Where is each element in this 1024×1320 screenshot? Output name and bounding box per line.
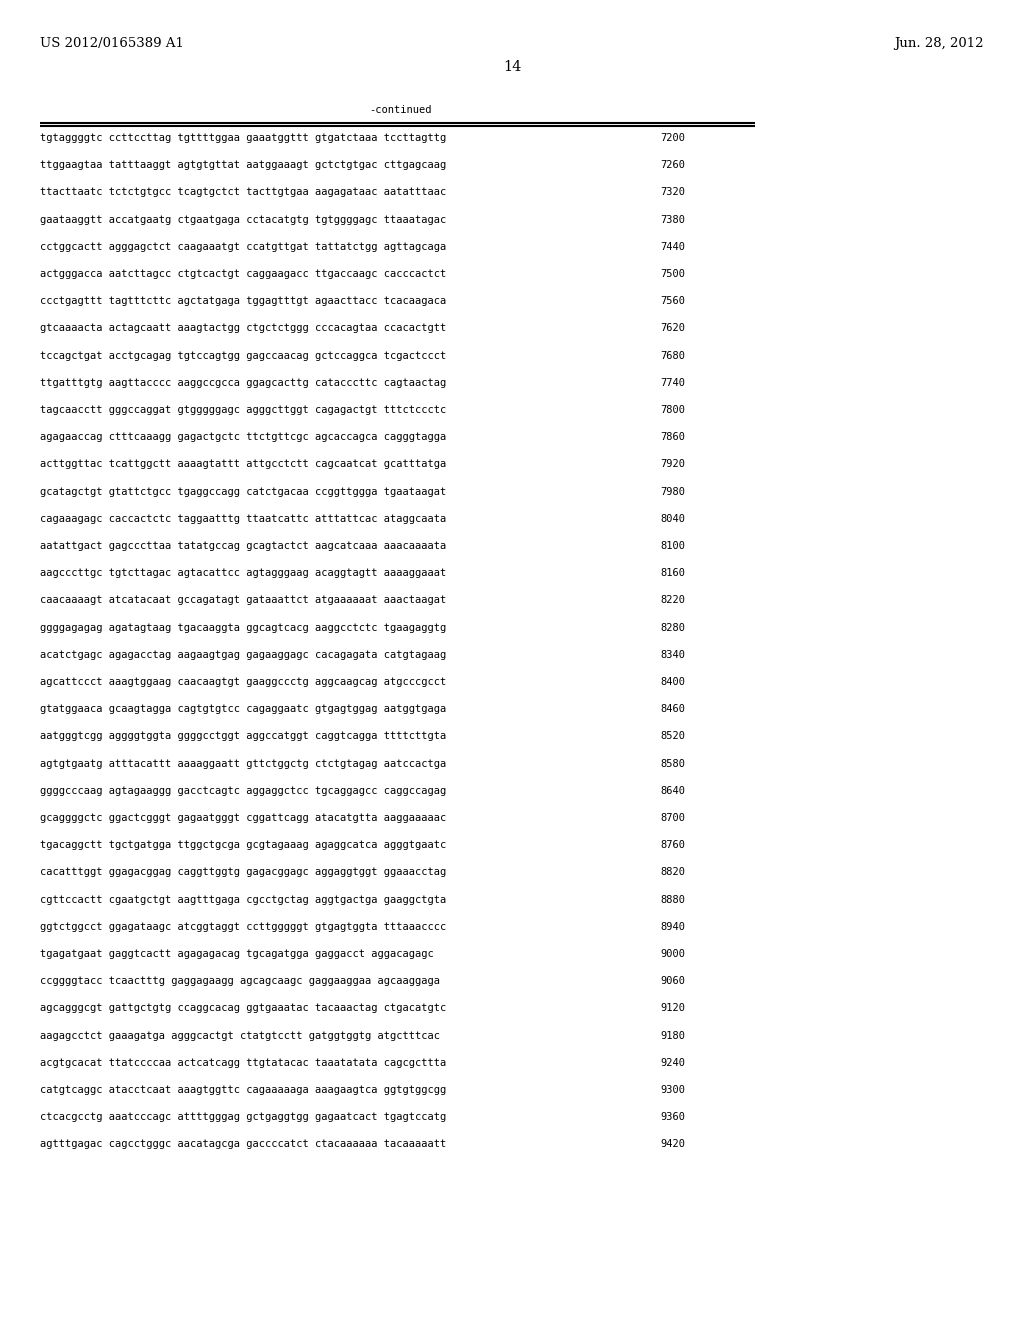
Text: ttacttaatc tctctgtgcc tcagtgctct tacttgtgaa aagagataac aatatttaac: ttacttaatc tctctgtgcc tcagtgctct tacttgt… bbox=[40, 187, 446, 198]
Text: agtttgagac cagcctgggc aacatagcga gaccccatct ctacaaaaaa tacaaaaatt: agtttgagac cagcctgggc aacatagcga gacccca… bbox=[40, 1139, 446, 1150]
Text: 14: 14 bbox=[503, 59, 521, 74]
Text: 8040: 8040 bbox=[660, 513, 685, 524]
Text: 8640: 8640 bbox=[660, 785, 685, 796]
Text: tccagctgat acctgcagag tgtccagtgg gagccaacag gctccaggca tcgactccct: tccagctgat acctgcagag tgtccagtgg gagccaa… bbox=[40, 351, 446, 360]
Text: acgtgcacat ttatccccaa actcatcagg ttgtatacac taaatatata cagcgcttta: acgtgcacat ttatccccaa actcatcagg ttgtata… bbox=[40, 1057, 446, 1068]
Text: 9120: 9120 bbox=[660, 1003, 685, 1014]
Text: 7860: 7860 bbox=[660, 432, 685, 442]
Text: 7440: 7440 bbox=[660, 242, 685, 252]
Text: US 2012/0165389 A1: US 2012/0165389 A1 bbox=[40, 37, 184, 50]
Text: 8220: 8220 bbox=[660, 595, 685, 606]
Text: cagaaagagc caccactctc taggaatttg ttaatcattc atttattcac ataggcaata: cagaaagagc caccactctc taggaatttg ttaatca… bbox=[40, 513, 446, 524]
Text: ttgatttgtg aagttacccc aaggccgcca ggagcacttg catacccttc cagtaactag: ttgatttgtg aagttacccc aaggccgcca ggagcac… bbox=[40, 378, 446, 388]
Text: 8100: 8100 bbox=[660, 541, 685, 550]
Text: 7740: 7740 bbox=[660, 378, 685, 388]
Text: 9060: 9060 bbox=[660, 977, 685, 986]
Text: 7500: 7500 bbox=[660, 269, 685, 279]
Text: 9180: 9180 bbox=[660, 1031, 685, 1040]
Text: 8400: 8400 bbox=[660, 677, 685, 686]
Text: aagagcctct gaaagatga agggcactgt ctatgtcctt gatggtggtg atgctttcac: aagagcctct gaaagatga agggcactgt ctatgtcc… bbox=[40, 1031, 440, 1040]
Text: cacatttggt ggagacggag caggttggtg gagacggagc aggaggtggt ggaaacctag: cacatttggt ggagacggag caggttggtg gagacgg… bbox=[40, 867, 446, 878]
Text: 8760: 8760 bbox=[660, 841, 685, 850]
Text: aatattgact gagcccttaa tatatgccag gcagtactct aagcatcaaa aaacaaaata: aatattgact gagcccttaa tatatgccag gcagtac… bbox=[40, 541, 446, 550]
Text: 8340: 8340 bbox=[660, 649, 685, 660]
Text: 9360: 9360 bbox=[660, 1113, 685, 1122]
Text: 7980: 7980 bbox=[660, 487, 685, 496]
Text: Jun. 28, 2012: Jun. 28, 2012 bbox=[895, 37, 984, 50]
Text: 8580: 8580 bbox=[660, 759, 685, 768]
Text: 7380: 7380 bbox=[660, 215, 685, 224]
Text: 8460: 8460 bbox=[660, 704, 685, 714]
Text: 8880: 8880 bbox=[660, 895, 685, 904]
Text: 8700: 8700 bbox=[660, 813, 685, 822]
Text: gcatagctgt gtattctgcc tgaggccagg catctgacaa ccggttggga tgaataagat: gcatagctgt gtattctgcc tgaggccagg catctga… bbox=[40, 487, 446, 496]
Text: cgttccactt cgaatgctgt aagtttgaga cgcctgctag aggtgactga gaaggctgta: cgttccactt cgaatgctgt aagtttgaga cgcctgc… bbox=[40, 895, 446, 904]
Text: 7680: 7680 bbox=[660, 351, 685, 360]
Text: aatgggtcgg aggggtggta ggggcctggt aggccatggt caggtcagga ttttcttgta: aatgggtcgg aggggtggta ggggcctggt aggccat… bbox=[40, 731, 446, 742]
Text: tagcaacctt gggccaggat gtgggggagc agggcttggt cagagactgt tttctccctc: tagcaacctt gggccaggat gtgggggagc agggctt… bbox=[40, 405, 446, 414]
Text: 7260: 7260 bbox=[660, 160, 685, 170]
Text: gtatggaaca gcaagtagga cagtgtgtcc cagaggaatc gtgagtggag aatggtgaga: gtatggaaca gcaagtagga cagtgtgtcc cagagga… bbox=[40, 704, 446, 714]
Text: catgtcaggc atacctcaat aaagtggttc cagaaaaaga aaagaagtca ggtgtggcgg: catgtcaggc atacctcaat aaagtggttc cagaaaa… bbox=[40, 1085, 446, 1096]
Text: tgtaggggtc ccttccttag tgttttggaa gaaatggttt gtgatctaaa tccttagttg: tgtaggggtc ccttccttag tgttttggaa gaaatgg… bbox=[40, 133, 446, 143]
Text: 8820: 8820 bbox=[660, 867, 685, 878]
Text: acttggttac tcattggctt aaaagtattt attgcctctt cagcaatcat gcatttatga: acttggttac tcattggctt aaaagtattt attgcct… bbox=[40, 459, 446, 470]
Text: -continued: -continued bbox=[369, 106, 431, 115]
Text: 9240: 9240 bbox=[660, 1057, 685, 1068]
Text: gtcaaaacta actagcaatt aaagtactgg ctgctctggg cccacagtaa ccacactgtt: gtcaaaacta actagcaatt aaagtactgg ctgctct… bbox=[40, 323, 446, 334]
Text: 7920: 7920 bbox=[660, 459, 685, 470]
Text: 7620: 7620 bbox=[660, 323, 685, 334]
Text: gcaggggctc ggactcgggt gagaatgggt cggattcagg atacatgtta aaggaaaaac: gcaggggctc ggactcgggt gagaatgggt cggattc… bbox=[40, 813, 446, 822]
Text: 9000: 9000 bbox=[660, 949, 685, 960]
Text: agagaaccag ctttcaaagg gagactgctc ttctgttcgc agcaccagca cagggtagga: agagaaccag ctttcaaagg gagactgctc ttctgtt… bbox=[40, 432, 446, 442]
Text: 8940: 8940 bbox=[660, 921, 685, 932]
Text: gaataaggtt accatgaatg ctgaatgaga cctacatgtg tgtggggagc ttaaatagac: gaataaggtt accatgaatg ctgaatgaga cctacat… bbox=[40, 215, 446, 224]
Text: agtgtgaatg atttacattt aaaaggaatt gttctggctg ctctgtagag aatccactga: agtgtgaatg atttacattt aaaaggaatt gttctgg… bbox=[40, 759, 446, 768]
Text: 7560: 7560 bbox=[660, 296, 685, 306]
Text: tgagatgaat gaggtcactt agagagacag tgcagatgga gaggacct aggacagagc: tgagatgaat gaggtcactt agagagacag tgcagat… bbox=[40, 949, 434, 960]
Text: ccggggtacc tcaactttg gaggagaagg agcagcaagc gaggaaggaa agcaaggaga: ccggggtacc tcaactttg gaggagaagg agcagcaa… bbox=[40, 977, 440, 986]
Text: ggggcccaag agtagaaggg gacctcagtc aggaggctcc tgcaggagcc caggccagag: ggggcccaag agtagaaggg gacctcagtc aggaggc… bbox=[40, 785, 446, 796]
Text: aagcccttgc tgtcttagac agtacattcc agtagggaag acaggtagtt aaaaggaaat: aagcccttgc tgtcttagac agtacattcc agtaggg… bbox=[40, 568, 446, 578]
Text: cctggcactt agggagctct caagaaatgt ccatgttgat tattatctgg agttagcaga: cctggcactt agggagctct caagaaatgt ccatgtt… bbox=[40, 242, 446, 252]
Text: 8160: 8160 bbox=[660, 568, 685, 578]
Text: ggggagagag agatagtaag tgacaaggta ggcagtcacg aaggcctctc tgaagaggtg: ggggagagag agatagtaag tgacaaggta ggcagtc… bbox=[40, 623, 446, 632]
Text: ggtctggcct ggagataagc atcggtaggt ccttgggggt gtgagtggta tttaaacccc: ggtctggcct ggagataagc atcggtaggt ccttggg… bbox=[40, 921, 446, 932]
Text: 7320: 7320 bbox=[660, 187, 685, 198]
Text: ctcacgcctg aaatcccagc attttgggag gctgaggtgg gagaatcact tgagtccatg: ctcacgcctg aaatcccagc attttgggag gctgagg… bbox=[40, 1113, 446, 1122]
Text: agcattccct aaagtggaag caacaagtgt gaaggccctg aggcaagcag atgcccgcct: agcattccct aaagtggaag caacaagtgt gaaggcc… bbox=[40, 677, 446, 686]
Text: 8520: 8520 bbox=[660, 731, 685, 742]
Text: 9420: 9420 bbox=[660, 1139, 685, 1150]
Text: acatctgagc agagacctag aagaagtgag gagaaggagc cacagagata catgtagaag: acatctgagc agagacctag aagaagtgag gagaagg… bbox=[40, 649, 446, 660]
Text: 7800: 7800 bbox=[660, 405, 685, 414]
Text: 8280: 8280 bbox=[660, 623, 685, 632]
Text: ttggaagtaa tatttaaggt agtgtgttat aatggaaagt gctctgtgac cttgagcaag: ttggaagtaa tatttaaggt agtgtgttat aatggaa… bbox=[40, 160, 446, 170]
Text: agcagggcgt gattgctgtg ccaggcacag ggtgaaatac tacaaactag ctgacatgtc: agcagggcgt gattgctgtg ccaggcacag ggtgaaa… bbox=[40, 1003, 446, 1014]
Text: actgggacca aatcttagcc ctgtcactgt caggaagacc ttgaccaagc cacccactct: actgggacca aatcttagcc ctgtcactgt caggaag… bbox=[40, 269, 446, 279]
Text: caacaaaagt atcatacaat gccagatagt gataaattct atgaaaaaat aaactaagat: caacaaaagt atcatacaat gccagatagt gataaat… bbox=[40, 595, 446, 606]
Text: tgacaggctt tgctgatgga ttggctgcga gcgtagaaag agaggcatca agggtgaatc: tgacaggctt tgctgatgga ttggctgcga gcgtaga… bbox=[40, 841, 446, 850]
Text: 9300: 9300 bbox=[660, 1085, 685, 1096]
Text: ccctgagttt tagtttcttc agctatgaga tggagtttgt agaacttacc tcacaagaca: ccctgagttt tagtttcttc agctatgaga tggagtt… bbox=[40, 296, 446, 306]
Text: 7200: 7200 bbox=[660, 133, 685, 143]
